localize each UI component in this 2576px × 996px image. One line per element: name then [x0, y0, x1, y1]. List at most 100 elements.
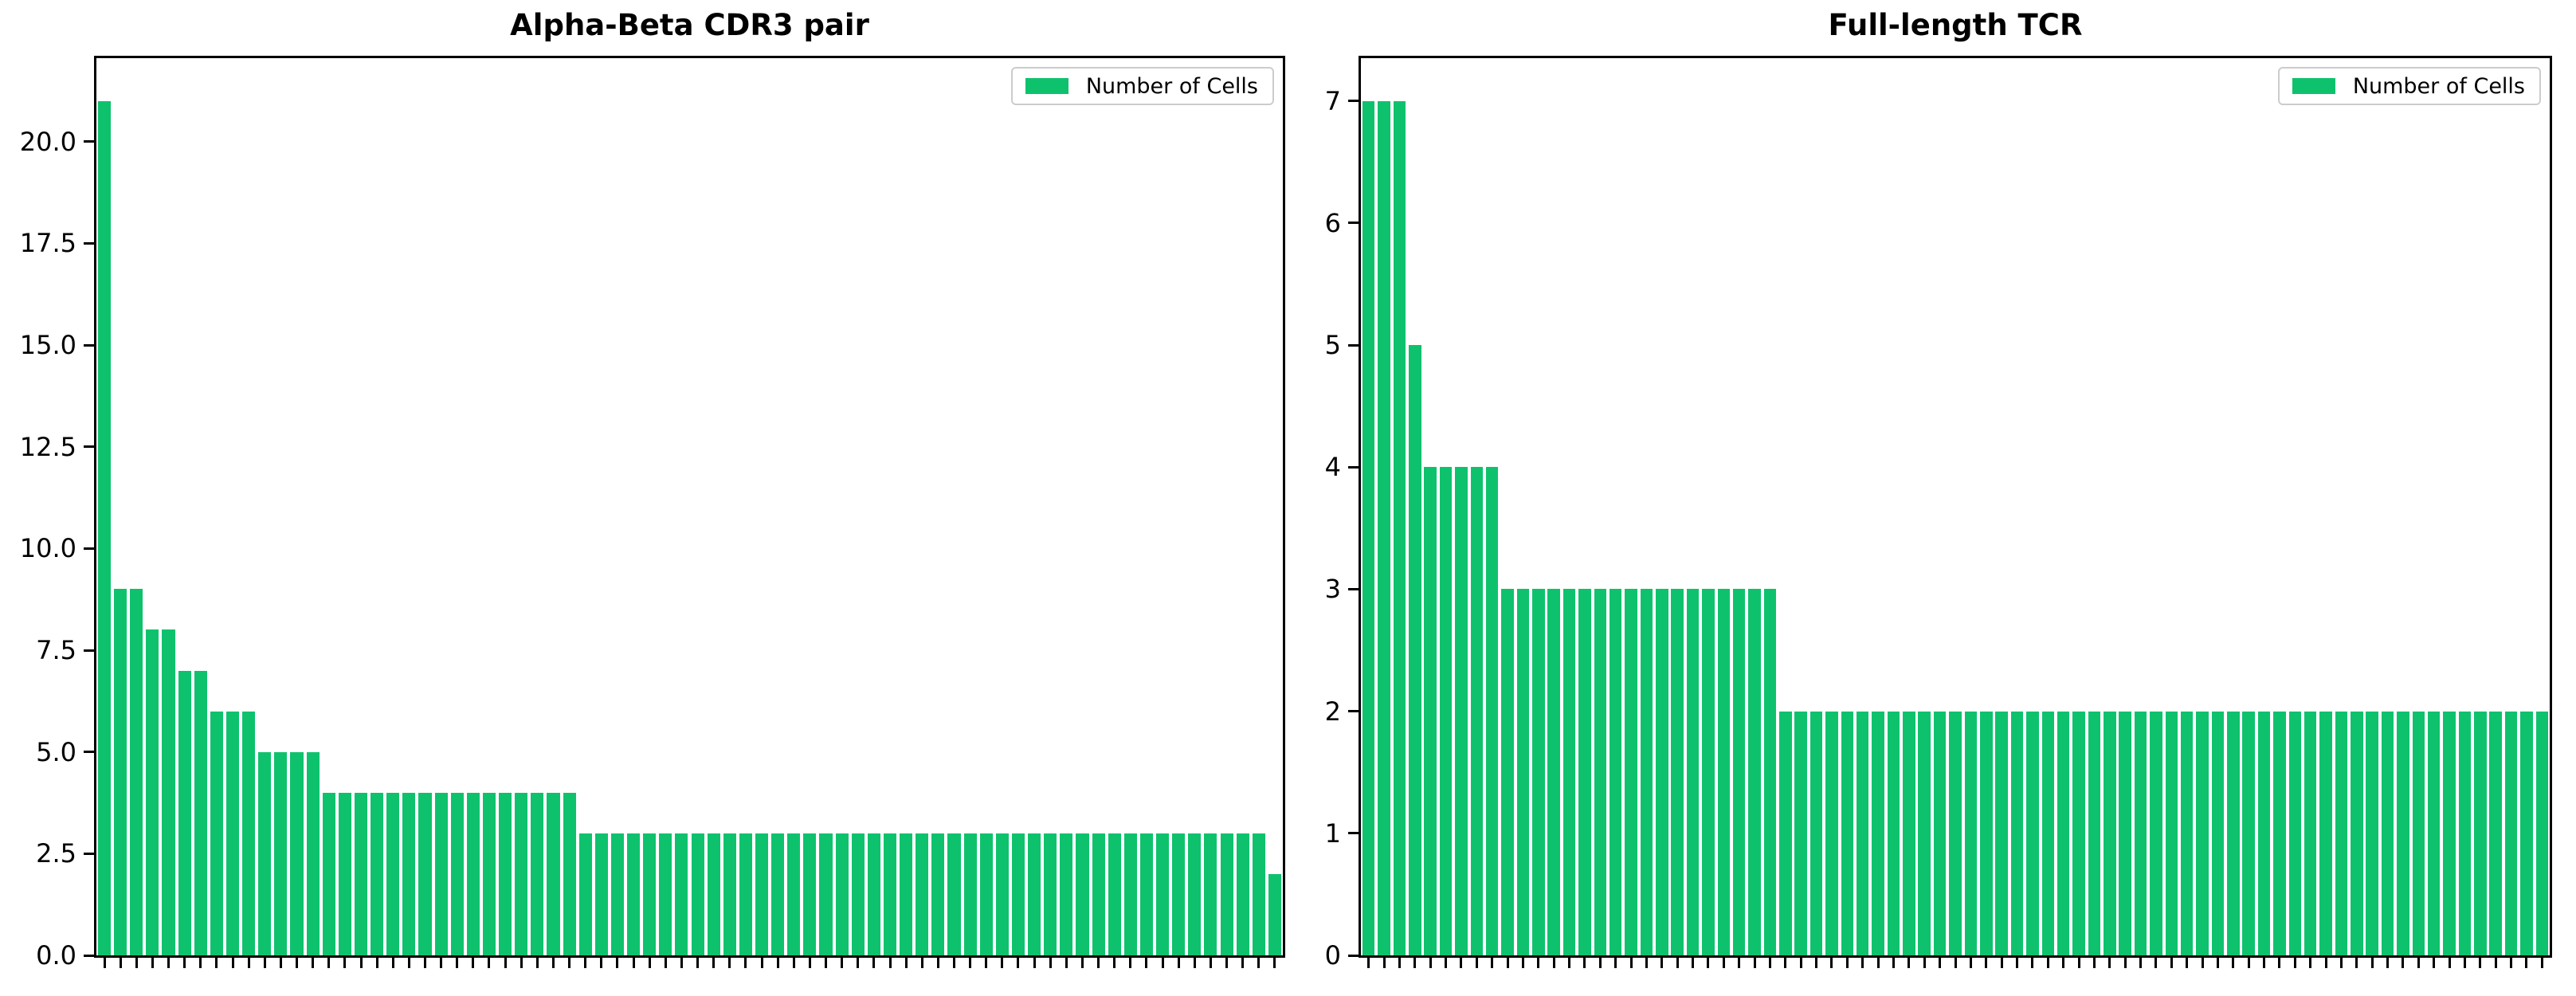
y-tick-mark — [1348, 710, 1359, 713]
bar — [1076, 833, 1089, 955]
x-tick-mark — [296, 958, 299, 968]
x-tick-mark — [920, 958, 923, 968]
x-tick-mark — [343, 958, 347, 968]
x-tick-mark — [776, 958, 779, 968]
bar — [1378, 100, 1390, 955]
x-tick-mark — [1209, 958, 1212, 968]
bar — [1204, 833, 1217, 955]
x-tick-mark — [2263, 958, 2266, 968]
bar — [402, 792, 416, 955]
bar — [114, 589, 127, 955]
x-tick-mark — [2339, 958, 2343, 968]
bar — [835, 833, 849, 955]
x-tick-mark — [1722, 958, 1725, 968]
x-tick-mark — [1080, 958, 1084, 968]
x-tick-mark — [1985, 958, 1988, 968]
x-tick-mark — [969, 958, 972, 968]
x-tick-mark — [2433, 958, 2436, 968]
bar — [2227, 711, 2240, 955]
bar — [2397, 711, 2409, 955]
bar — [2427, 711, 2441, 955]
bar — [1702, 589, 1715, 955]
x-tick-mark — [2278, 958, 2281, 968]
bar — [1640, 589, 1653, 955]
bar — [2535, 711, 2549, 955]
x-tick-mark — [2463, 958, 2466, 968]
x-tick-mark — [2232, 958, 2235, 968]
bar — [499, 792, 512, 955]
x-tick-mark — [744, 958, 747, 968]
bar — [450, 792, 464, 955]
bar — [531, 792, 544, 955]
y-tick-mark — [84, 140, 94, 143]
bar — [1044, 833, 1057, 955]
x-tick-mark — [359, 958, 363, 968]
y-tick-mark — [1348, 954, 1359, 957]
x-tick-mark — [1475, 958, 1478, 968]
bar — [691, 833, 704, 955]
bar — [1470, 467, 1484, 955]
bar — [578, 833, 592, 955]
bar — [1732, 589, 1746, 955]
x-tick-mark — [1225, 958, 1229, 968]
x-tick-mark — [2155, 958, 2158, 968]
x-tick-mark — [1273, 958, 1276, 968]
bar — [1172, 833, 1186, 955]
y-tick-mark — [84, 954, 94, 957]
bar — [290, 751, 304, 955]
x-tick-mark — [696, 958, 700, 968]
bar — [482, 792, 496, 955]
x-tick-mark — [616, 958, 619, 968]
y-tick-label: 2 — [1324, 696, 1341, 727]
x-tick-mark — [488, 958, 491, 968]
bar — [1455, 467, 1468, 955]
x-tick-mark — [1429, 958, 1432, 968]
bar — [675, 833, 688, 955]
x-tick-mark — [135, 958, 138, 968]
y-tick-label: 10.0 — [19, 533, 76, 564]
x-tick-mark — [327, 958, 331, 968]
x-tick-mark — [1161, 958, 1164, 968]
x-tick-mark — [167, 958, 171, 968]
x-tick-mark — [2540, 958, 2543, 968]
x-tick-mark — [888, 958, 892, 968]
bar — [1794, 711, 1807, 955]
x-tick-mark — [2370, 958, 2374, 968]
x-tick-mark — [1257, 958, 1261, 968]
bar — [1532, 589, 1545, 955]
bar — [787, 833, 801, 955]
x-tick-mark — [2309, 958, 2312, 968]
x-tick-mark — [1969, 958, 1972, 968]
y-tick-label: 3 — [1324, 574, 1341, 605]
bar — [659, 833, 672, 955]
bar — [1903, 711, 1915, 955]
x-tick-mark — [2108, 958, 2111, 968]
x-tick-mark — [936, 958, 939, 968]
x-tick-mark — [1753, 958, 1756, 968]
bar — [2180, 711, 2194, 955]
bar — [1609, 589, 1622, 955]
bar — [1188, 833, 1202, 955]
bar — [1424, 467, 1437, 955]
bar — [1809, 711, 1823, 955]
y-tick-mark — [1348, 587, 1359, 590]
bar — [2010, 711, 2024, 955]
x-tick-mark — [391, 958, 394, 968]
bar — [2242, 711, 2255, 955]
x-tick-mark — [2386, 958, 2390, 968]
x-tick-mark — [1861, 958, 1864, 968]
x-tick-mark — [1049, 958, 1052, 968]
y-tick-mark — [84, 852, 94, 855]
x-tick-mark — [857, 958, 860, 968]
bar — [2196, 711, 2209, 955]
y-tick-label: 7.5 — [36, 635, 76, 665]
bar — [851, 833, 865, 955]
x-tick-mark — [1892, 958, 1895, 968]
x-tick-mark — [2186, 958, 2189, 968]
x-tick-mark — [1382, 958, 1386, 968]
bar — [1887, 711, 1900, 955]
bar — [98, 100, 112, 955]
x-tick-mark — [2123, 958, 2127, 968]
bar — [1060, 833, 1073, 955]
x-tick-mark — [231, 958, 234, 968]
